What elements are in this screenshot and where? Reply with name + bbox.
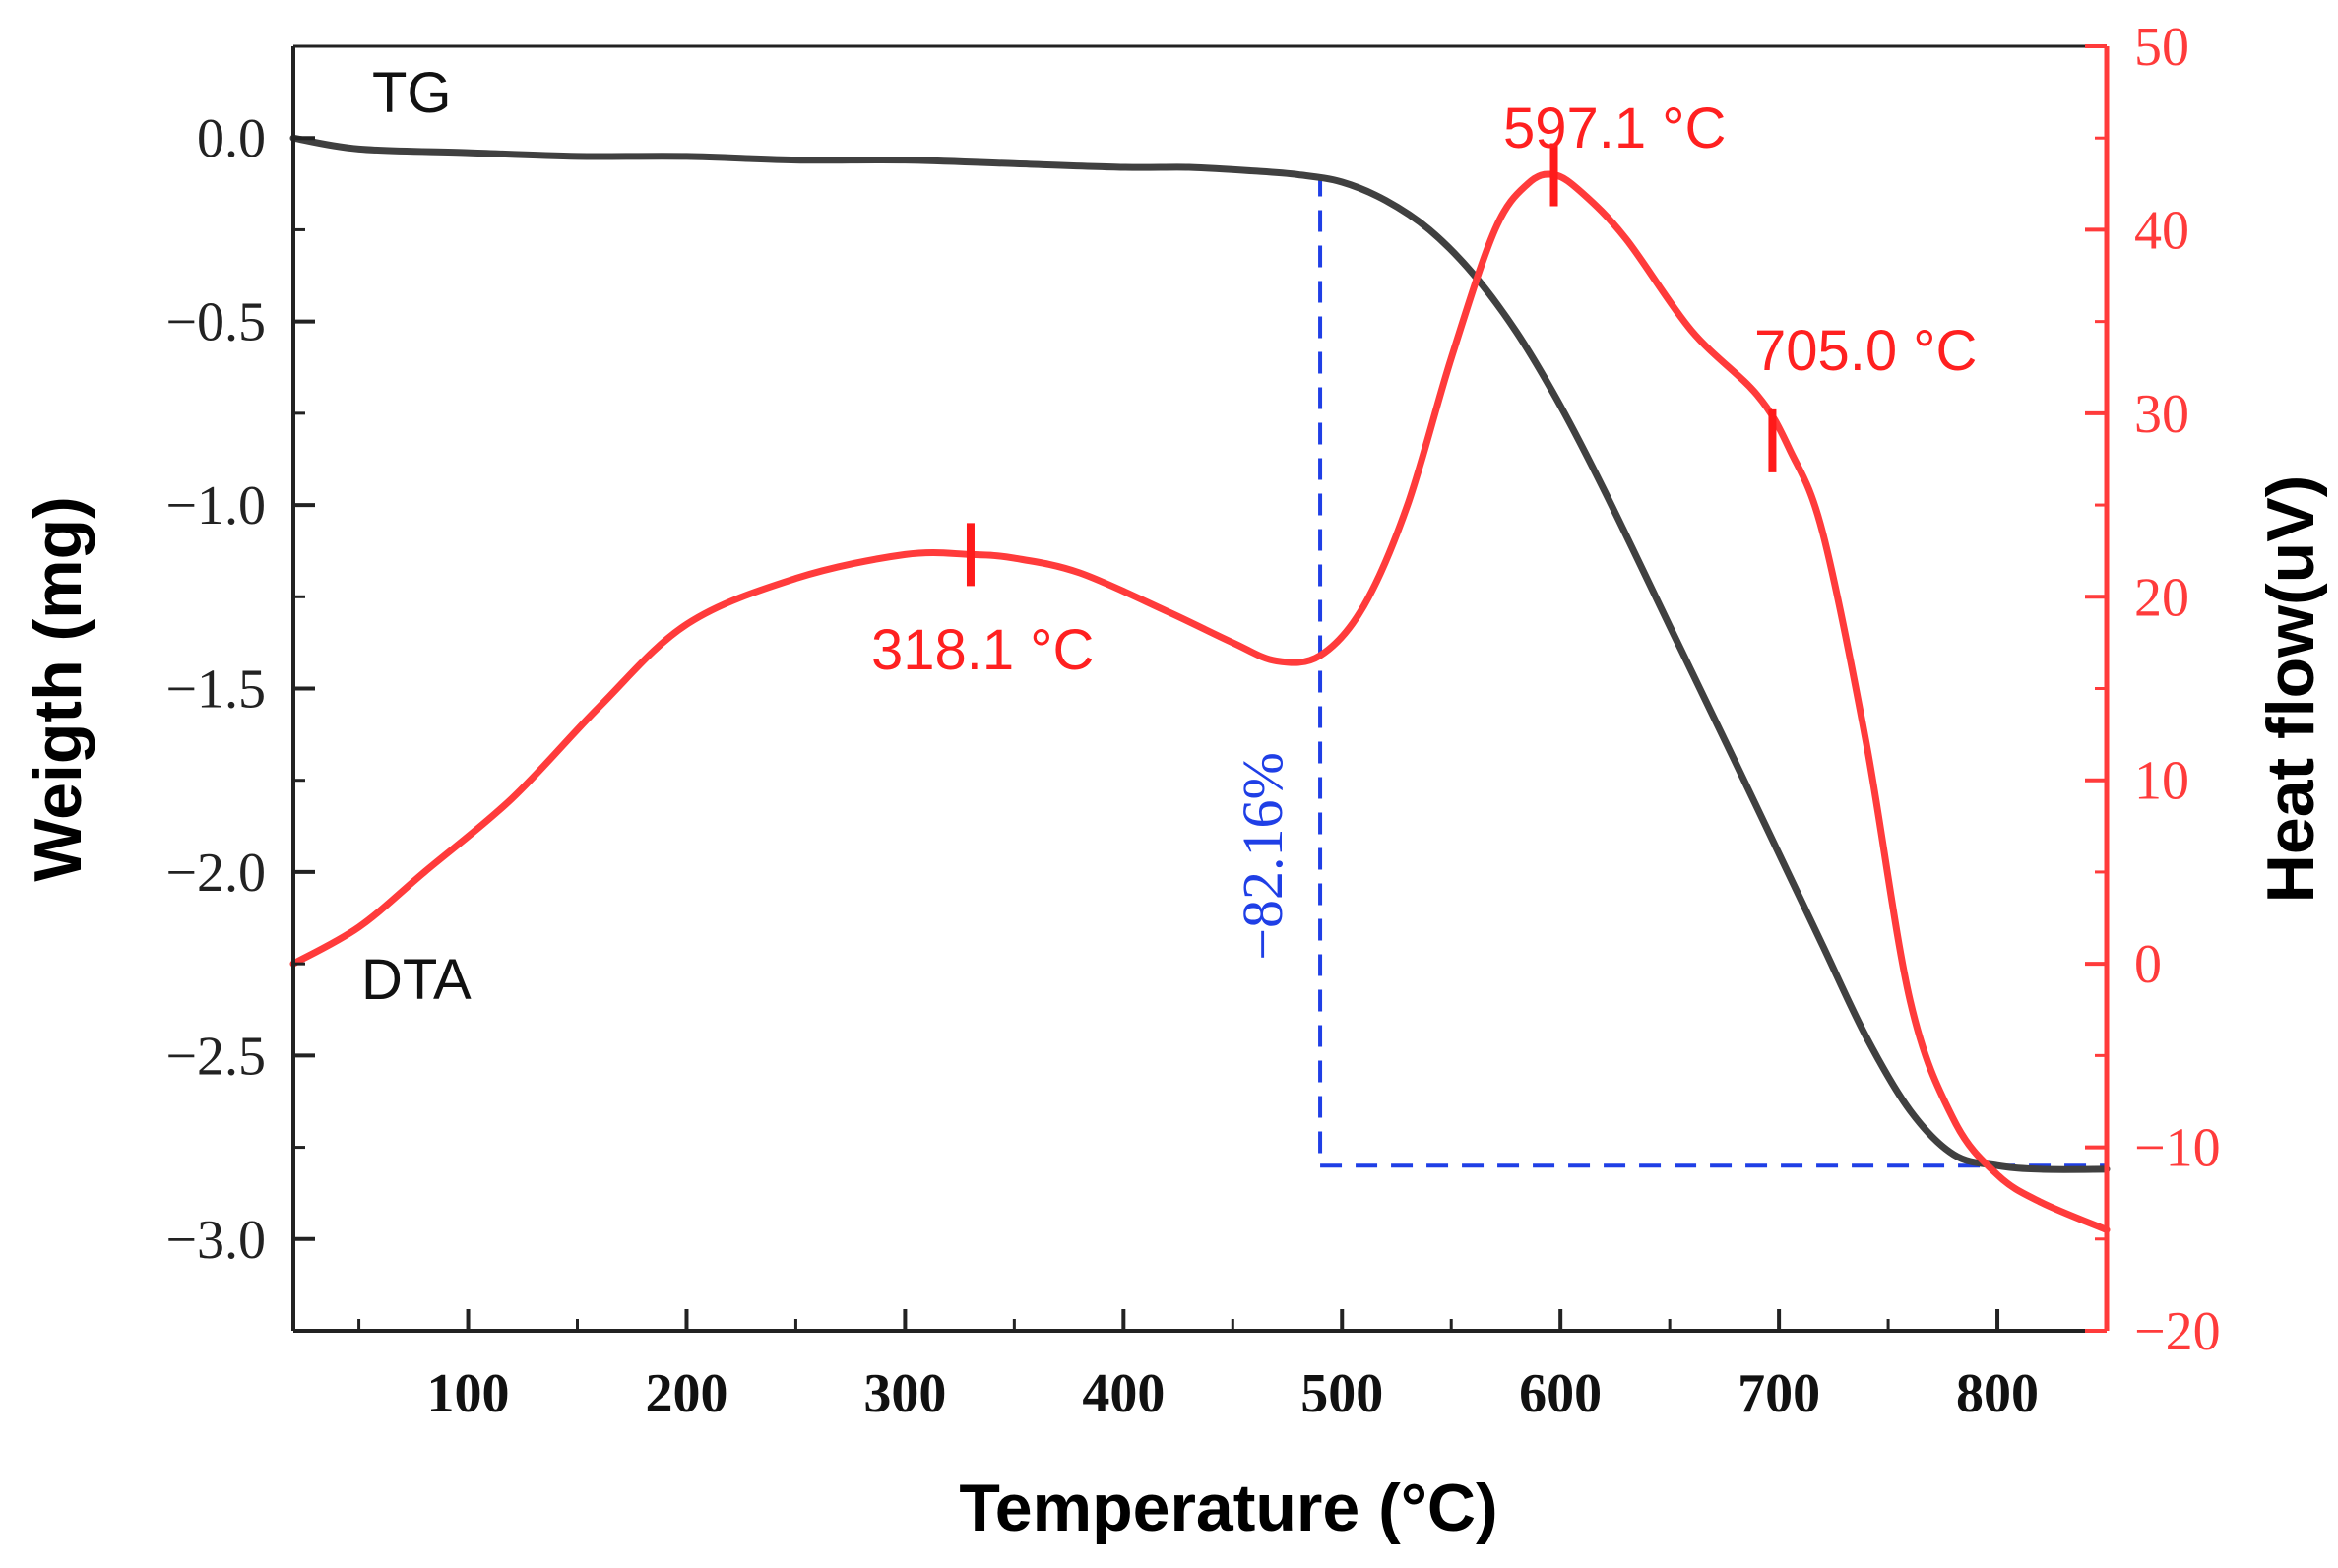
y-right-tick-label: 20 — [2134, 567, 2189, 628]
x-axis-title: Temperature (°C) — [959, 1471, 1497, 1545]
y-right-tick-label: 40 — [2134, 200, 2189, 261]
x-tick-label: 600 — [1519, 1363, 1602, 1424]
y-right-tick-label: −10 — [2134, 1118, 2221, 1179]
series-lines — [289, 134, 2111, 1233]
guide-lines — [1318, 174, 2107, 1168]
weight-loss-label: −82.16% — [1231, 752, 1295, 961]
x-tick-label: 700 — [1738, 1363, 1820, 1424]
tg-series-label: TG — [372, 61, 452, 125]
dta-series-label: DTA — [361, 948, 472, 1012]
y-left-tick-label: −1.0 — [165, 475, 266, 536]
peak-markers — [966, 143, 1777, 587]
x-tick-label: 100 — [427, 1363, 510, 1424]
y-left-tick-label: −2.0 — [165, 843, 266, 904]
y-left-axis-title: Weigth (mg) — [21, 496, 95, 882]
x-ticks: 100 200 300 400 500 600 700 800 — [357, 1309, 2039, 1424]
x-tick-label: 300 — [863, 1363, 946, 1424]
y-right-ticks: 50 40 30 20 10 0 −10 −20 — [2085, 17, 2221, 1362]
dta-curve — [289, 170, 2111, 1233]
y-right-tick-label: 10 — [2134, 751, 2189, 812]
y-right-tick-label: 0 — [2134, 934, 2162, 995]
axes — [291, 44, 2110, 1333]
y-right-tick-label: 50 — [2134, 17, 2189, 78]
x-tick-label: 800 — [1956, 1363, 2039, 1424]
x-tick-label: 400 — [1082, 1363, 1165, 1424]
peak-597-label: 597.1 °C — [1503, 96, 1726, 160]
x-tick-label: 200 — [645, 1363, 727, 1424]
y-left-tick-label: −0.5 — [165, 292, 266, 353]
y-left-tick-label: 0.0 — [197, 108, 266, 169]
tg-curve — [289, 134, 2111, 1173]
y-left-tick-label: −2.5 — [165, 1026, 266, 1087]
y-left-tick-label: −1.5 — [165, 659, 266, 721]
y-right-axis-title: Heat flow(uV) — [2253, 475, 2328, 903]
peak-705-label: 705.0 °C — [1754, 319, 1977, 383]
y-right-tick-label: −20 — [2134, 1301, 2221, 1362]
y-left-ticks: 0.0 −0.5 −1.0 −1.5 −2.0 −2.5 −3.0 — [165, 44, 315, 1271]
y-left-tick-label: −3.0 — [165, 1210, 266, 1271]
y-right-tick-label: 30 — [2134, 384, 2189, 445]
peak-318-label: 318.1 °C — [871, 618, 1094, 682]
x-tick-label: 500 — [1300, 1363, 1383, 1424]
